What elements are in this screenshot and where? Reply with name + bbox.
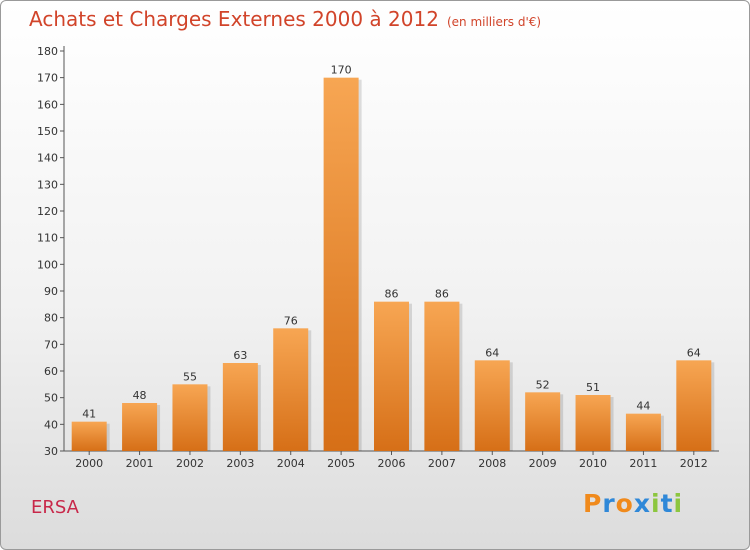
bar (172, 384, 208, 451)
bar (323, 77, 359, 452)
y-tick-label: 130 (37, 178, 58, 191)
data-label: 86 (435, 288, 449, 301)
x-tick-label: 2006 (378, 457, 406, 470)
chart-unit: (en milliers d'€) (446, 15, 542, 29)
chart-axes: 30 40 50 60 70 80 90 100 110 120 130 140 150 160 170 18… (37, 45, 719, 458)
y-tick-label: 70 (44, 338, 58, 351)
x-tick-label: 2012 (680, 457, 708, 470)
y-tick-label: 160 (37, 98, 58, 111)
x-tick-label: 2003 (226, 457, 254, 470)
x-tick-label: 2009 (529, 457, 557, 470)
y-tick-label: 60 (44, 365, 58, 378)
chart-title: Achats et Charges Externes 2000 à 2012 (e… (29, 7, 541, 31)
x-tick-label: 2010 (579, 457, 607, 470)
logo-letter: r (602, 489, 616, 518)
bar (71, 421, 107, 451)
y-tick-label: 90 (44, 285, 58, 298)
chart-labels: 2000 41 2001 48 2002 55 2003 63 2004 76 2005 170 200… (75, 64, 708, 470)
bar (424, 301, 460, 451)
bar (222, 363, 258, 451)
bar (122, 403, 158, 451)
place-name: ERSA (31, 497, 79, 518)
chart-bars (71, 77, 715, 452)
data-label: 63 (233, 349, 247, 362)
x-tick-label: 2008 (478, 457, 506, 470)
bar (625, 413, 661, 451)
bar (676, 360, 712, 451)
bar (273, 328, 309, 451)
bar (575, 395, 611, 451)
data-label: 41 (82, 408, 96, 421)
y-tick-label: 150 (37, 125, 58, 138)
y-tick-label: 120 (37, 205, 58, 218)
y-tick-label: 140 (37, 152, 58, 165)
logo-letter: t (660, 489, 674, 518)
data-label: 48 (133, 389, 147, 402)
bar (474, 360, 510, 451)
x-tick-label: 2004 (277, 457, 305, 470)
data-label: 86 (385, 288, 399, 301)
data-label: 64 (485, 346, 499, 359)
x-tick-label: 2002 (176, 457, 204, 470)
x-tick-label: 2005 (327, 457, 355, 470)
data-label: 76 (284, 314, 298, 327)
proxiti-logo[interactable]: Proxiti (583, 489, 683, 518)
bar (374, 301, 409, 451)
data-label: 64 (687, 346, 701, 359)
y-tick-label: 80 (44, 312, 58, 325)
logo-letter: i (673, 489, 684, 518)
data-label: 51 (586, 381, 600, 394)
x-tick-label: 2000 (75, 457, 103, 470)
x-tick-label: 2011 (629, 457, 657, 470)
data-label: 170 (331, 64, 352, 77)
y-tick-label: 40 (44, 418, 58, 431)
y-tick-label: 30 (44, 445, 58, 458)
logo-letter: o (615, 489, 634, 518)
x-tick-label: 2001 (126, 457, 154, 470)
y-tick-label: 180 (37, 45, 58, 58)
chart-title-text: Achats et Charges Externes 2000 à 2012 (29, 7, 439, 31)
data-label: 44 (636, 400, 650, 413)
y-tick-label: 50 (44, 392, 58, 405)
logo-letter: P (583, 489, 603, 518)
y-tick-label: 110 (37, 232, 58, 245)
bar (525, 392, 561, 451)
x-tick-label: 2007 (428, 457, 456, 470)
y-tick-label: 170 (37, 72, 58, 85)
logo-letter: x (633, 489, 651, 518)
data-label: 55 (183, 370, 197, 383)
data-label: 52 (536, 378, 550, 391)
y-tick-label: 100 (37, 258, 58, 271)
logo-letter: i (651, 489, 661, 518)
